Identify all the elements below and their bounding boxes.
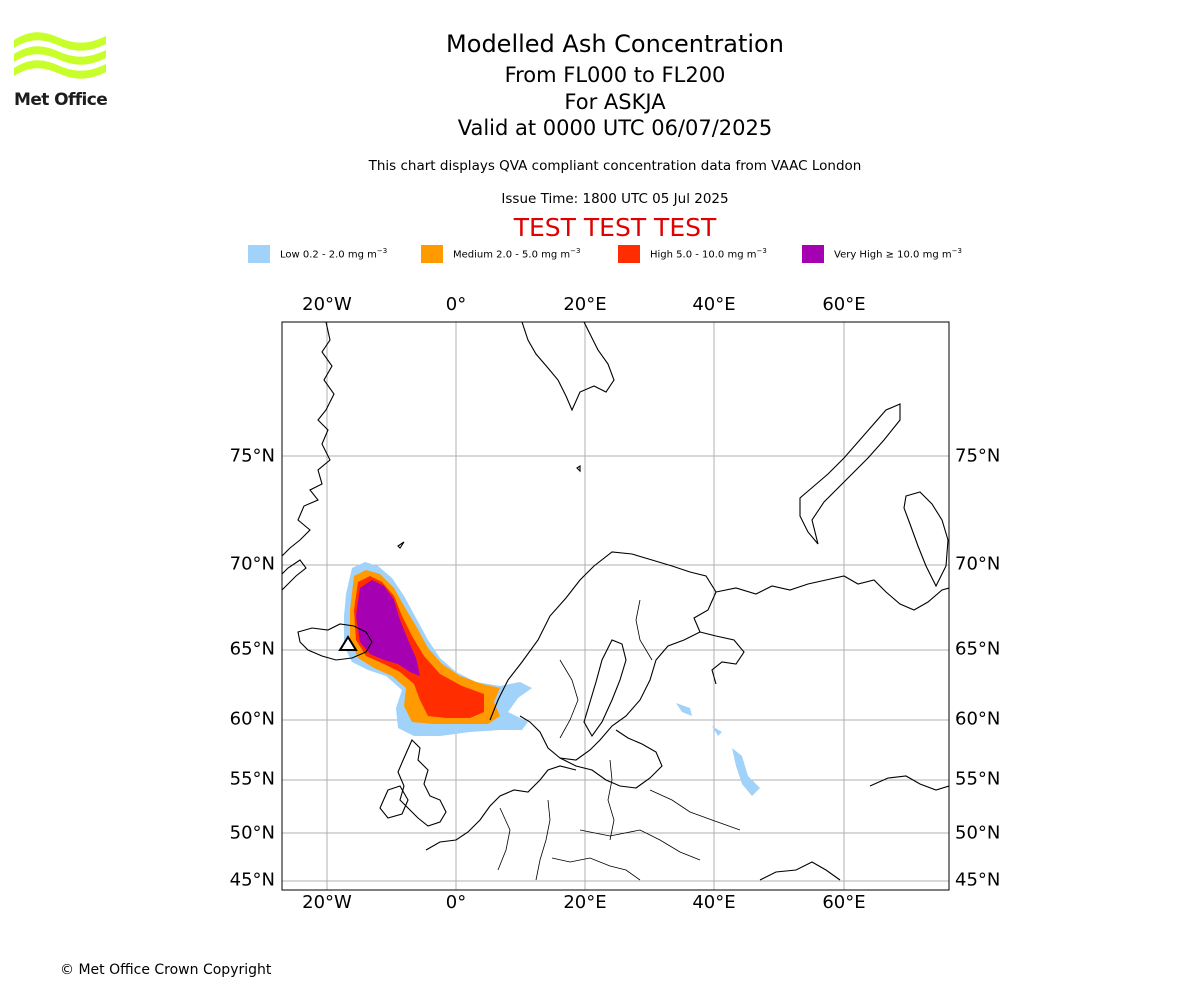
greenland-southeast-coast bbox=[282, 559, 307, 591]
chart-description: This chart displays QVA compliant concen… bbox=[368, 158, 862, 174]
lat-label-left-45n: 45°N bbox=[229, 869, 275, 891]
legend: Low 0.2 - 2.0 mg m−3 Medium 2.0 - 5.0 mg… bbox=[0, 244, 1200, 264]
lat-label-left-50n: 50°N bbox=[229, 822, 275, 844]
lat-label-right-45n: 45°N bbox=[955, 869, 1001, 891]
baltic-coast bbox=[559, 729, 663, 789]
iceland-coast bbox=[297, 623, 373, 661]
logo-text: Met Office bbox=[14, 90, 108, 110]
lat-label-left-55n: 55°N bbox=[229, 768, 275, 790]
country-borders bbox=[497, 599, 741, 881]
border-central-europe bbox=[579, 829, 701, 861]
lon-label-top-40e: 40°E bbox=[692, 294, 736, 315]
triangle-icon bbox=[338, 635, 358, 651]
lat-label-left-65n: 65°N bbox=[229, 638, 275, 660]
ash-very-high-area bbox=[356, 580, 420, 676]
lat-label-right-65n: 65°N bbox=[955, 638, 1001, 660]
legend-label-low: Low 0.2 - 2.0 mg m bbox=[280, 249, 377, 261]
jan-mayen-coast bbox=[397, 541, 405, 549]
legend-label-high: High 5.0 - 10.0 mg m bbox=[650, 249, 757, 261]
lat-label-left-60n: 60°N bbox=[229, 708, 275, 730]
lon-label-bottom-60e: 60°E bbox=[822, 892, 866, 913]
legend-swatch-very-high bbox=[802, 245, 824, 263]
lat-label-right-75n: 75°N bbox=[955, 445, 1001, 467]
black-sea-coast bbox=[759, 861, 841, 881]
chart-title: Modelled Ash Concentration bbox=[446, 30, 784, 58]
lon-label-top-0: 0° bbox=[445, 294, 467, 315]
lat-label-left-70n: 70°N bbox=[229, 553, 275, 575]
border-belarus-ukraine bbox=[649, 789, 741, 831]
border-baltic bbox=[607, 759, 615, 841]
legend-unit-very-high: −3 bbox=[951, 247, 962, 256]
lon-label-bottom-0: 0° bbox=[445, 892, 467, 913]
yamal-coast bbox=[903, 491, 949, 588]
legend-label-very-high: Very High ≥ 10.0 mg m bbox=[834, 249, 952, 261]
legend-swatch-low bbox=[248, 245, 270, 263]
legend-item-low: Low 0.2 - 2.0 mg m−3 bbox=[248, 244, 387, 264]
legend-label-medium: Medium 2.0 - 5.0 mg m bbox=[453, 249, 571, 261]
met-office-logo: Met Office bbox=[14, 30, 110, 112]
volcano-name: For ASKJA bbox=[564, 90, 666, 114]
scandinavia-coast bbox=[489, 551, 717, 761]
lat-label-left-75n: 75°N bbox=[229, 445, 275, 467]
copyright-notice: © Met Office Crown Copyright bbox=[60, 962, 272, 978]
bear-island-coast bbox=[576, 464, 581, 473]
lon-label-bottom-20w: 20°W bbox=[302, 892, 352, 913]
continental-europe-coast bbox=[425, 765, 577, 851]
border-netherlands-germany bbox=[497, 807, 511, 871]
ash-low-patch-east bbox=[676, 703, 760, 796]
border-finland-russia bbox=[635, 599, 653, 661]
border-alps bbox=[551, 857, 641, 881]
issue-time: Issue Time: 1800 UTC 05 Jul 2025 bbox=[501, 191, 729, 207]
test-banner: TEST TEST TEST bbox=[513, 213, 717, 242]
lat-label-right-70n: 70°N bbox=[955, 553, 1001, 575]
novaya-zemlya-coast bbox=[799, 403, 901, 545]
lat-label-right-55n: 55°N bbox=[955, 768, 1001, 790]
border-norway-sweden bbox=[559, 659, 579, 739]
gulf-of-bothnia-coast bbox=[583, 639, 627, 738]
legend-unit-medium: −3 bbox=[570, 247, 581, 256]
legend-unit-low: −3 bbox=[376, 247, 388, 256]
lon-label-top-20e: 20°E bbox=[563, 294, 607, 315]
caspian-coast bbox=[869, 775, 949, 791]
valid-time: Valid at 0000 UTC 06/07/2025 bbox=[457, 116, 773, 140]
legend-swatch-high bbox=[618, 245, 640, 263]
legend-swatch-medium bbox=[421, 245, 443, 263]
map-frame bbox=[281, 321, 950, 891]
border-germany-poland bbox=[535, 799, 551, 881]
legend-item-very-high: Very High ≥ 10.0 mg m−3 bbox=[802, 244, 962, 264]
lat-label-right-60n: 60°N bbox=[955, 708, 1001, 730]
level-range: From FL000 to FL200 bbox=[504, 63, 726, 87]
lon-label-bottom-20e: 20°E bbox=[563, 892, 607, 913]
lon-label-top-20w: 20°W bbox=[302, 294, 352, 315]
ireland-coast bbox=[379, 785, 409, 819]
met-office-waves-logo-icon bbox=[14, 32, 106, 79]
scotland-coast bbox=[397, 739, 447, 827]
greenland-east-coast bbox=[282, 322, 335, 557]
russia-north-coast bbox=[715, 575, 949, 611]
legend-item-medium: Medium 2.0 - 5.0 mg m−3 bbox=[421, 244, 580, 264]
coastlines bbox=[282, 322, 949, 881]
white-sea-coast bbox=[699, 631, 745, 685]
legend-unit-high: −3 bbox=[756, 247, 767, 256]
legend-item-high: High 5.0 - 10.0 mg m−3 bbox=[618, 244, 767, 264]
lat-label-right-50n: 50°N bbox=[955, 822, 1001, 844]
lon-label-bottom-40e: 40°E bbox=[692, 892, 736, 913]
lon-label-top-60e: 60°E bbox=[822, 294, 866, 315]
svalbard-coast bbox=[521, 322, 615, 412]
